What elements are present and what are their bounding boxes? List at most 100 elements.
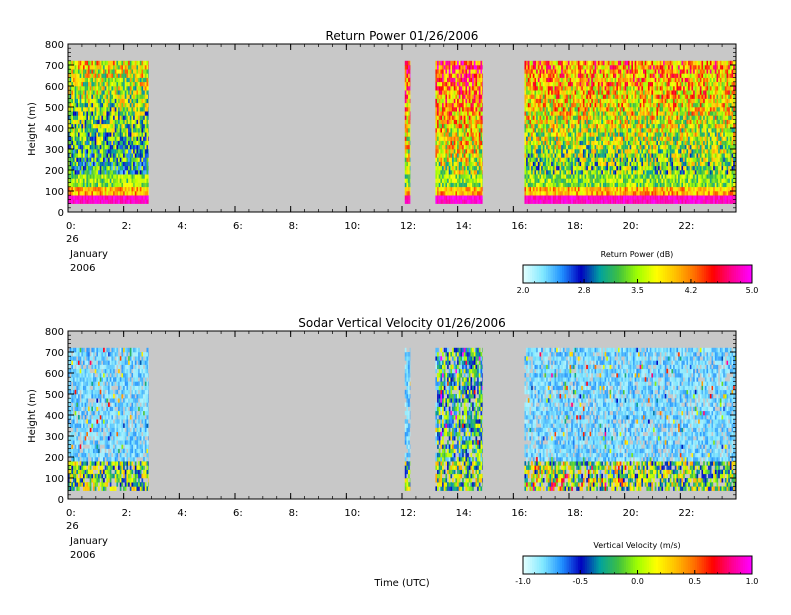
- heatmap-cell: [148, 102, 149, 108]
- heatmap-cell: [450, 132, 453, 137]
- heatmap-cell: [101, 195, 104, 200]
- heatmap-cell: [124, 111, 127, 116]
- heatmap-cell: [99, 170, 102, 175]
- heatmap-cell: [572, 94, 575, 99]
- heatmap-cell: [571, 178, 573, 183]
- heatmap-cell: [124, 77, 127, 83]
- heatmap-cell: [141, 132, 144, 137]
- heatmap-cell: [443, 153, 446, 158]
- heatmap-cell: [551, 174, 553, 179]
- heatmap-cell: [143, 186, 145, 192]
- heatmap-cell: [554, 123, 557, 129]
- heatmap-cell: [109, 182, 112, 188]
- heatmap-cell: [462, 98, 464, 104]
- heatmap-cell: [541, 165, 543, 171]
- heatmap-cell: [111, 136, 114, 141]
- heatmap-cell: [131, 65, 134, 70]
- heatmap-cell: [572, 69, 575, 74]
- heatmap-cell: [556, 94, 558, 99]
- heatmap-cell: [609, 191, 612, 196]
- heatmap-cell: [606, 136, 608, 141]
- heatmap-cell: [591, 69, 593, 74]
- heatmap-cell: [440, 165, 443, 171]
- heatmap-cell: [582, 128, 585, 133]
- heatmap-cell: [602, 77, 605, 83]
- heatmap-cell: [406, 199, 409, 204]
- heatmap-cell: [435, 119, 438, 125]
- heatmap-cell: [78, 86, 80, 91]
- heatmap-cell: [440, 136, 443, 141]
- heatmap-cell: [83, 199, 85, 204]
- heatmap-cell: [106, 86, 109, 91]
- heatmap-cell: [589, 69, 592, 74]
- heatmap-cell: [531, 170, 533, 175]
- heatmap-cell: [472, 115, 474, 120]
- heatmap-cell: [594, 94, 597, 99]
- heatmap-cell: [544, 81, 547, 87]
- heatmap-cell: [69, 81, 72, 87]
- heatmap-cell: [542, 149, 545, 154]
- heatmap-cell: [556, 174, 558, 179]
- heatmap-cell: [478, 86, 481, 91]
- heatmap-cell: [457, 107, 459, 112]
- heatmap-cell: [121, 102, 124, 108]
- heatmap-cell: [592, 132, 595, 137]
- heatmap-cell: [611, 199, 613, 204]
- heatmap-cell: [141, 90, 144, 95]
- heatmap-cell: [532, 136, 535, 141]
- heatmap-cell: [468, 69, 471, 74]
- heatmap-cell: [574, 132, 577, 137]
- heatmap-cell: [582, 199, 585, 204]
- heatmap-cell: [141, 94, 144, 99]
- heatmap-cell: [134, 111, 137, 116]
- heatmap-cell: [542, 111, 545, 116]
- heatmap-cell: [566, 182, 568, 188]
- heatmap-cell: [89, 186, 92, 192]
- heatmap-cell: [144, 136, 147, 141]
- heatmap-cell: [109, 170, 112, 175]
- heatmap-cell: [546, 161, 548, 167]
- heatmap-cell: [604, 77, 607, 83]
- heatmap-cell: [468, 165, 471, 171]
- heatmap-cell: [458, 115, 461, 120]
- heatmap-cell: [599, 149, 602, 154]
- heatmap-cell: [408, 81, 410, 87]
- heatmap-cell: [81, 94, 84, 99]
- heatmap-cell: [123, 195, 125, 200]
- heatmap-cell: [541, 77, 543, 83]
- heatmap-cell: [116, 144, 119, 150]
- heatmap-cell: [529, 195, 532, 200]
- heatmap-cell: [442, 123, 444, 129]
- heatmap-cell: [98, 73, 100, 78]
- heatmap-cell: [81, 123, 84, 129]
- heatmap-cell: [619, 119, 622, 125]
- heatmap-cell: [552, 111, 555, 116]
- heatmap-cell: [477, 140, 479, 146]
- heatmap-cell: [457, 144, 459, 150]
- heatmap-cell: [409, 149, 411, 154]
- heatmap-cell: [529, 182, 532, 188]
- heatmap-cell: [452, 73, 454, 78]
- heatmap-cell: [138, 170, 140, 175]
- heatmap-cell: [131, 165, 134, 171]
- heatmap-cell: [527, 161, 530, 167]
- heatmap-cell: [561, 153, 563, 158]
- heatmap-cell: [133, 128, 135, 133]
- heatmap-cell: [556, 140, 558, 146]
- heatmap-cell: [611, 123, 613, 129]
- heatmap-cell: [562, 144, 565, 150]
- heatmap-cell: [527, 111, 530, 116]
- heatmap-cell: [475, 98, 478, 104]
- heatmap-cell: [131, 191, 134, 196]
- heatmap-cell: [94, 182, 97, 188]
- heatmap-cell: [596, 140, 598, 146]
- heatmap-cell: [628, 115, 630, 120]
- heatmap-cell: [133, 157, 135, 162]
- heatmap-cell: [551, 132, 553, 137]
- heatmap-cell: [84, 94, 87, 99]
- heatmap-cell: [556, 102, 558, 108]
- heatmap-cell: [537, 73, 540, 78]
- heatmap-cell: [624, 149, 627, 154]
- heatmap-cell: [477, 165, 479, 171]
- heatmap-cell: [111, 178, 114, 183]
